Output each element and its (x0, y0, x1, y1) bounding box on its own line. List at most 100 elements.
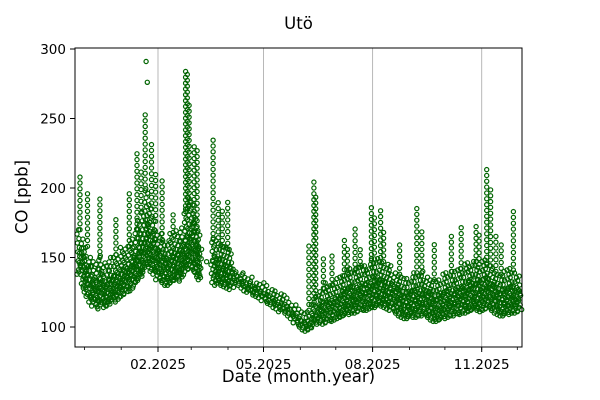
data-point (141, 264, 148, 271)
data-point (149, 222, 156, 228)
data-point (160, 246, 166, 253)
data-point (484, 190, 490, 196)
data-point (240, 270, 246, 276)
data-point (431, 241, 437, 248)
data-point (286, 299, 292, 306)
data-point (344, 264, 351, 270)
data-point (443, 270, 449, 276)
data-point (482, 266, 488, 272)
data-point (134, 168, 140, 174)
data-point (516, 273, 522, 279)
data-point (377, 225, 384, 231)
data-point (210, 207, 216, 213)
data-point (493, 239, 499, 245)
data-point (90, 291, 96, 298)
data-point (115, 256, 121, 262)
data-point (351, 270, 358, 276)
data-point (423, 287, 429, 294)
data-point (187, 199, 193, 205)
data-point (134, 186, 140, 192)
data-point (198, 256, 204, 262)
data-point (159, 224, 165, 231)
data-point (306, 284, 312, 290)
data-point (354, 309, 360, 315)
chart-title: Utö (284, 14, 313, 33)
data-point (436, 286, 442, 292)
data-point (498, 271, 504, 277)
data-point (484, 178, 490, 184)
data-point (194, 194, 200, 201)
data-point (352, 255, 358, 261)
data-point (487, 222, 494, 228)
data-point (170, 223, 176, 230)
data-point (476, 244, 482, 250)
data-point (142, 117, 148, 124)
data-point (414, 264, 420, 270)
data-point (148, 141, 155, 148)
data-point (224, 234, 231, 241)
data-point (219, 231, 225, 238)
data-point (306, 278, 312, 284)
data-point (493, 233, 499, 240)
data-point (195, 245, 202, 252)
data-point (448, 239, 455, 245)
data-point (143, 194, 149, 201)
data-point (313, 211, 319, 218)
data-point (329, 270, 335, 277)
data-point (458, 260, 464, 266)
data-point (84, 226, 91, 232)
data-point (219, 243, 225, 250)
data-point (313, 241, 319, 247)
data-point (143, 58, 149, 65)
data-point (128, 249, 134, 256)
data-point (290, 320, 296, 326)
data-point (124, 265, 130, 272)
data-point (493, 251, 499, 257)
data-point (90, 267, 97, 274)
data-point (458, 236, 464, 243)
data-point (414, 217, 420, 223)
data-point (142, 152, 148, 159)
data-point (134, 191, 140, 198)
data-point (487, 257, 494, 263)
data-point (476, 255, 482, 262)
data-point (107, 254, 114, 261)
data-point (146, 210, 152, 217)
data-point (113, 228, 119, 234)
data-point (196, 260, 202, 267)
data-point (352, 249, 358, 256)
data-point (492, 276, 499, 282)
data-point (294, 310, 300, 317)
data-point (313, 293, 319, 300)
data-point (380, 247, 387, 253)
data-point (313, 252, 319, 259)
data-point (484, 236, 490, 243)
data-point (487, 280, 494, 287)
data-point (88, 303, 95, 309)
data-point (142, 158, 148, 165)
data-point (233, 269, 239, 275)
data-point (306, 255, 312, 261)
data-point (152, 236, 159, 243)
data-point (306, 295, 312, 302)
data-point (391, 274, 397, 281)
data-point (421, 283, 428, 289)
data-point (80, 236, 86, 242)
data-point (424, 274, 431, 280)
data-point (132, 239, 139, 246)
data-point (152, 183, 159, 189)
data-point (414, 223, 420, 229)
data-point (152, 195, 159, 201)
data-point (473, 241, 479, 247)
data-point (164, 242, 171, 248)
data-point (97, 213, 103, 220)
data-point (186, 102, 192, 109)
data-point (210, 195, 216, 202)
data-point (389, 279, 396, 285)
data-point (510, 243, 517, 250)
data-point (126, 237, 133, 244)
data-point (113, 222, 119, 229)
data-point (516, 282, 523, 288)
data-point (194, 165, 200, 171)
